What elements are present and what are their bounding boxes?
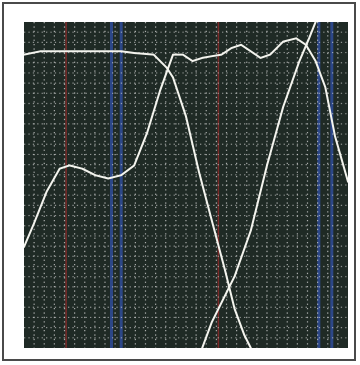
trace-3	[201, 22, 317, 348]
trace-0	[24, 50, 187, 118]
trace-2	[185, 115, 252, 348]
line-chart	[24, 22, 348, 348]
dotted-grid	[24, 22, 348, 348]
data-traces	[24, 22, 348, 348]
trace-1	[24, 37, 348, 248]
chart-frame	[2, 2, 356, 361]
